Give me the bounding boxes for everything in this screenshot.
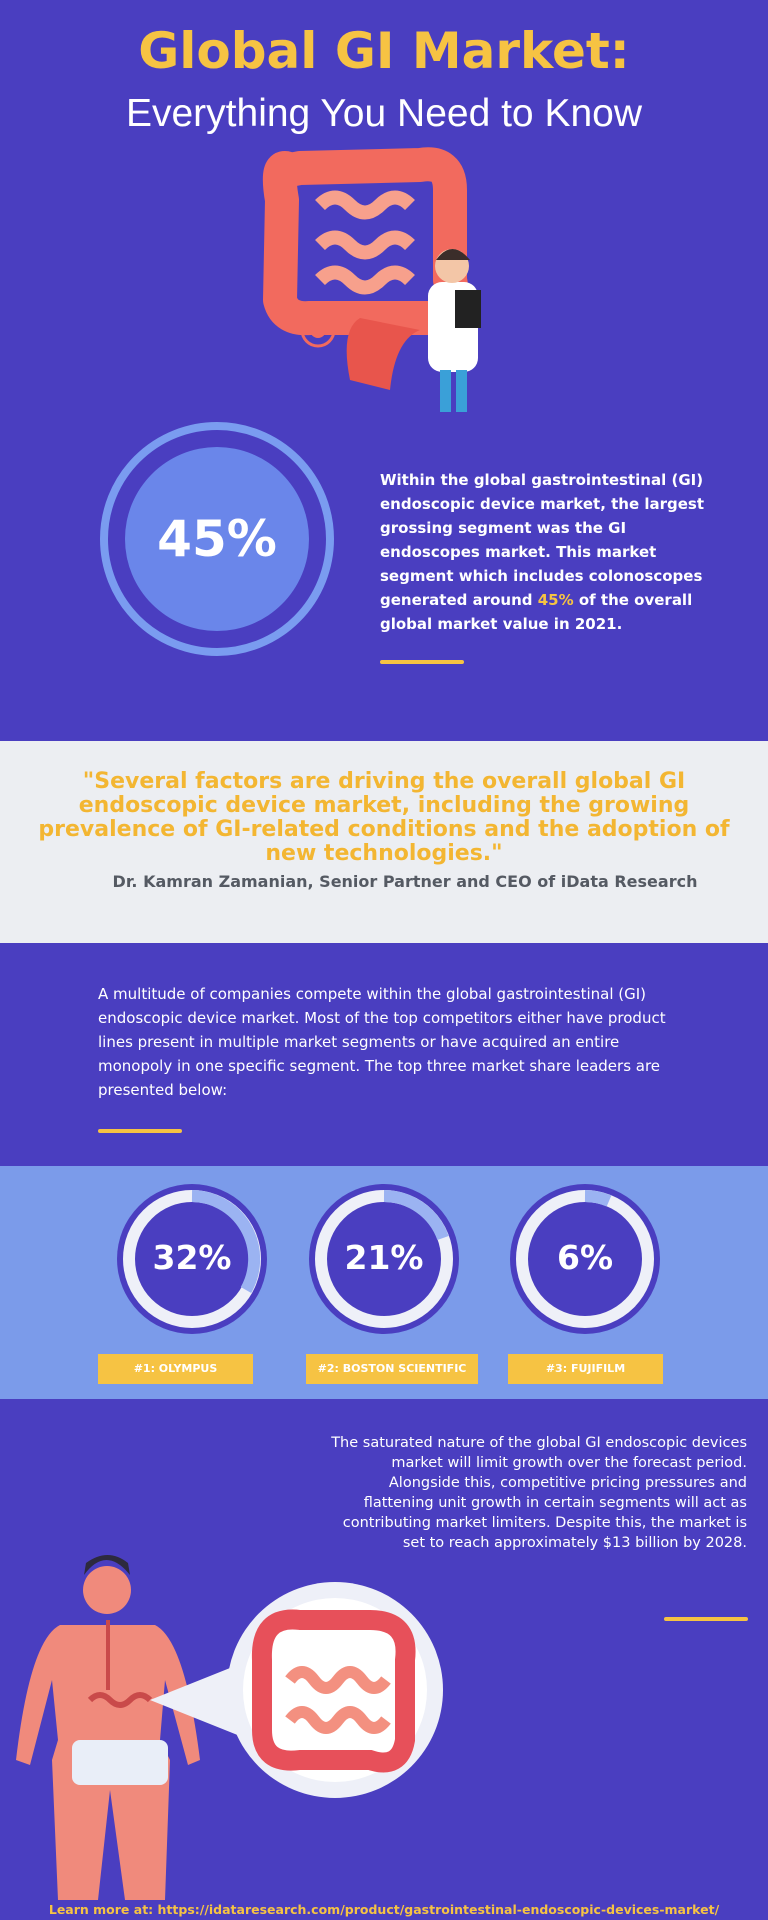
leader-label: #3: FUJIFILM [508, 1354, 663, 1384]
gut-illustration [262, 147, 481, 412]
stat-value: 45% [157, 510, 277, 568]
ring [309, 1184, 459, 1334]
ring [117, 1184, 267, 1334]
leader-label: #1: OLYMPUS [98, 1354, 253, 1384]
intro-text: Within the global gastrointestinal (GI) … [380, 468, 710, 636]
text: of the overall global market value in 20… [380, 591, 693, 633]
subtitle: Everything You Need to Know [125, 92, 643, 135]
title: Global GI Market: [138, 22, 630, 80]
leader-share: 6% [556, 1238, 614, 1277]
footer: Learn more at: https://idataresearch.com… [48, 1902, 720, 1917]
highlight: 45% [537, 591, 574, 609]
leader-share: 21% [344, 1238, 424, 1277]
outlook-text: The saturated nature of the global GI en… [331, 1435, 747, 1551]
competition-text: A multitude of companies compete within … [98, 985, 666, 1099]
leader-share: 32% [152, 1238, 232, 1277]
ring [510, 1184, 660, 1334]
attribution: Dr. Kamran Zamanian, Senior Partner and … [112, 872, 698, 891]
text: Within the global gastrointestinal (GI) … [380, 471, 705, 609]
leader-label: #2: BOSTON SCIENTIFIC [306, 1354, 478, 1384]
body-illustration [16, 1555, 443, 1900]
quote: "Several factors are driving the overall… [38, 769, 730, 866]
